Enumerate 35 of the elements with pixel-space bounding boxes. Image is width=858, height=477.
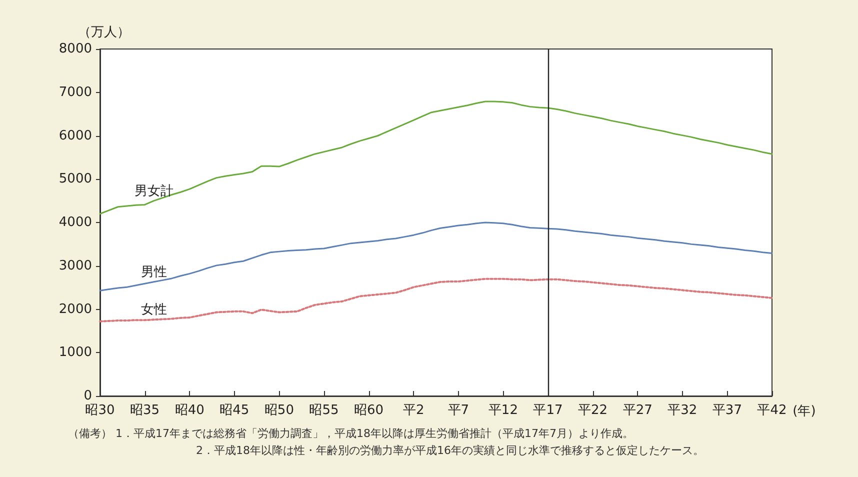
y-axis-title: （万人） bbox=[78, 25, 130, 40]
line-series bbox=[99, 278, 773, 322]
x-tick-label: 平22 bbox=[578, 403, 608, 418]
x-tick-label: 昭55 bbox=[309, 403, 339, 418]
x-tick-label: 昭40 bbox=[174, 403, 204, 418]
line-series bbox=[99, 222, 773, 292]
y-tick-label: 0 bbox=[84, 388, 92, 404]
x-tick-label: 平12 bbox=[488, 403, 518, 418]
x-tick-label: 平7 bbox=[448, 403, 470, 418]
x-axis-title: (年) bbox=[792, 404, 816, 419]
text: （備考） 1．平成17年までは総務省「労働力調査」，平成18年以降は厚生労働省推計（平成17年7月）より作成。 bbox=[68, 427, 634, 440]
x-tick-label: 平37 bbox=[712, 403, 742, 418]
y-tick-label: 3000 bbox=[58, 258, 92, 274]
text: 2．平成18年以降は性・年齢別の労働力率が平成16年の実績と同じ水準で推移すると仮定したケース。 bbox=[196, 444, 704, 457]
y-tick-label: 4000 bbox=[58, 215, 92, 230]
series-label: 男女計 bbox=[134, 184, 174, 199]
x-tick-label: 昭30 bbox=[85, 403, 115, 418]
x-tick-label: 平17 bbox=[533, 403, 563, 418]
series-label: 男性 bbox=[140, 264, 167, 280]
series-label: 女性 bbox=[140, 302, 167, 318]
y-tick-label: 1000 bbox=[58, 345, 92, 360]
x-tick-label: 昭50 bbox=[264, 403, 294, 418]
y-tick-label: 8000 bbox=[58, 42, 92, 56]
x-tick-label: 平2 bbox=[402, 403, 424, 418]
x-tick-label: 平27 bbox=[622, 403, 652, 418]
x-tick-label: 平32 bbox=[668, 403, 698, 418]
x-tick-label: 平42 bbox=[757, 403, 787, 418]
y-tick-label: 2000 bbox=[58, 302, 92, 317]
line-series bbox=[99, 100, 773, 215]
y-tick-label: 5000 bbox=[58, 172, 92, 187]
y-tick-label: 6000 bbox=[58, 128, 92, 144]
x-tick-label: 昭45 bbox=[220, 403, 250, 418]
x-tick-label: 昭35 bbox=[130, 403, 160, 418]
y-tick-label: 7000 bbox=[58, 84, 92, 100]
x-tick-label: 昭60 bbox=[354, 403, 384, 418]
